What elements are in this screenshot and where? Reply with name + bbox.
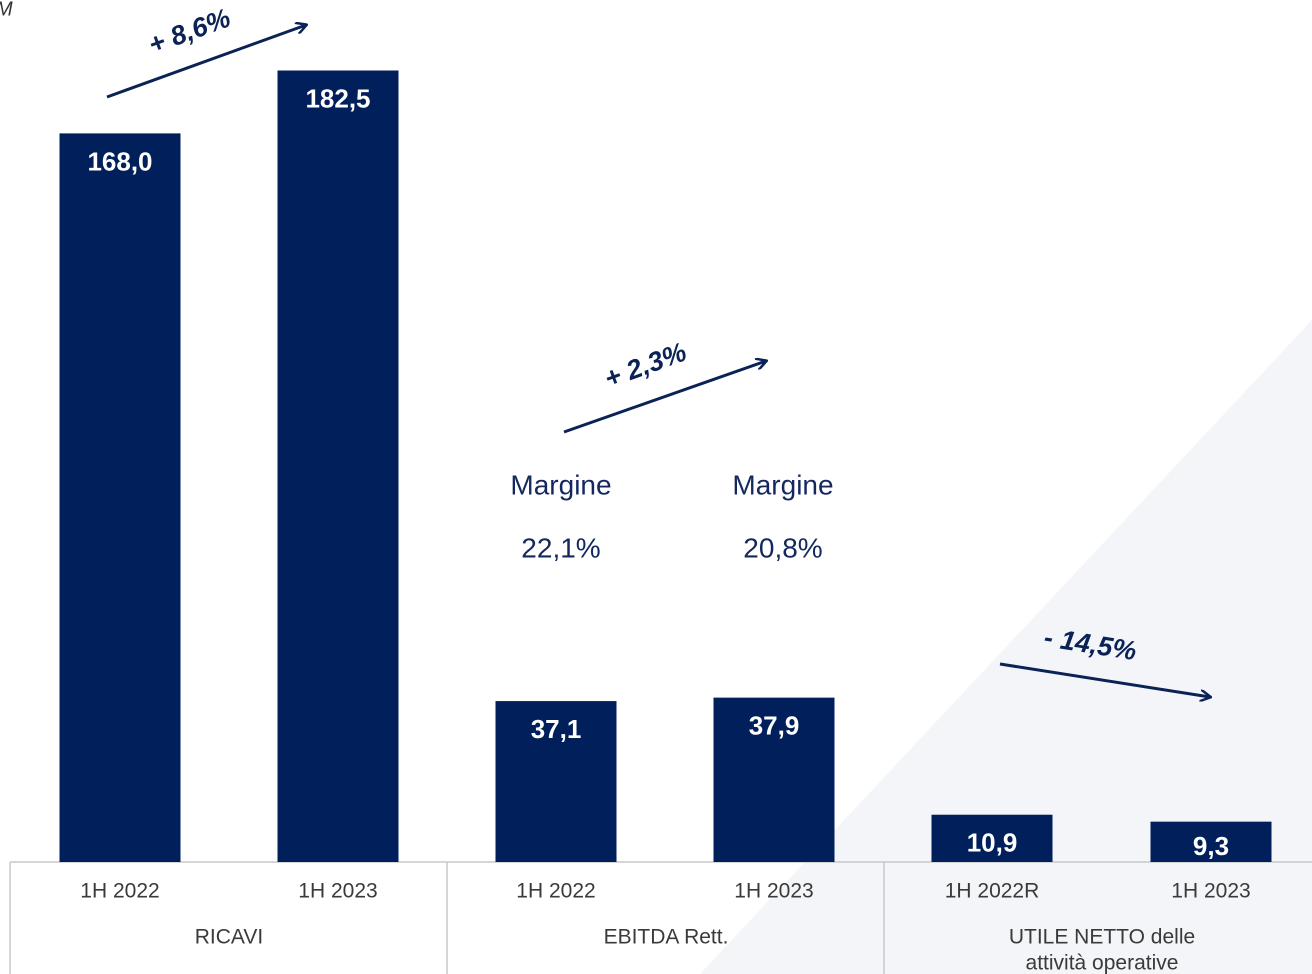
annotation: + 8,6% [144,3,234,60]
arrow [563,361,766,434]
background-shape [700,320,1312,974]
category-label: 1H 2023 [1171,880,1250,903]
group-label: EBITDA Rett. [604,926,729,949]
bar [931,814,1053,862]
value-label: 9,3 [1193,831,1229,861]
margin-value: 20,8% [743,532,822,563]
arrow [999,662,1210,697]
group-label: UTILE NETTO delle [1009,926,1195,949]
annotation: + 2,3% [600,337,690,394]
value-label: 37,9 [749,711,800,741]
value-label: 168,0 [87,146,152,176]
arrow [106,25,306,99]
category-label: 1H 2023 [734,880,813,903]
margin-label: Margine [510,469,611,500]
bar [1150,821,1272,862]
category-label: 1H 2022 [80,880,159,903]
unit-label: M [0,0,13,20]
category-frame [9,861,1312,974]
bar [713,697,835,862]
value-label: 10,9 [967,828,1018,858]
category-label: 1H 2022 [516,880,595,903]
value-label: 37,1 [531,714,582,744]
category-label: 1H 2022R [945,880,1040,903]
value-label: 182,5 [305,83,370,113]
group-label: attività operative [1026,952,1179,974]
group-label: RICAVI [195,926,263,949]
category-label: 1H 2023 [298,880,377,903]
bar [277,70,399,862]
margin-label: Margine [732,469,833,500]
bar [59,133,181,862]
bar [495,701,617,862]
margin-value: 22,1% [521,532,600,563]
